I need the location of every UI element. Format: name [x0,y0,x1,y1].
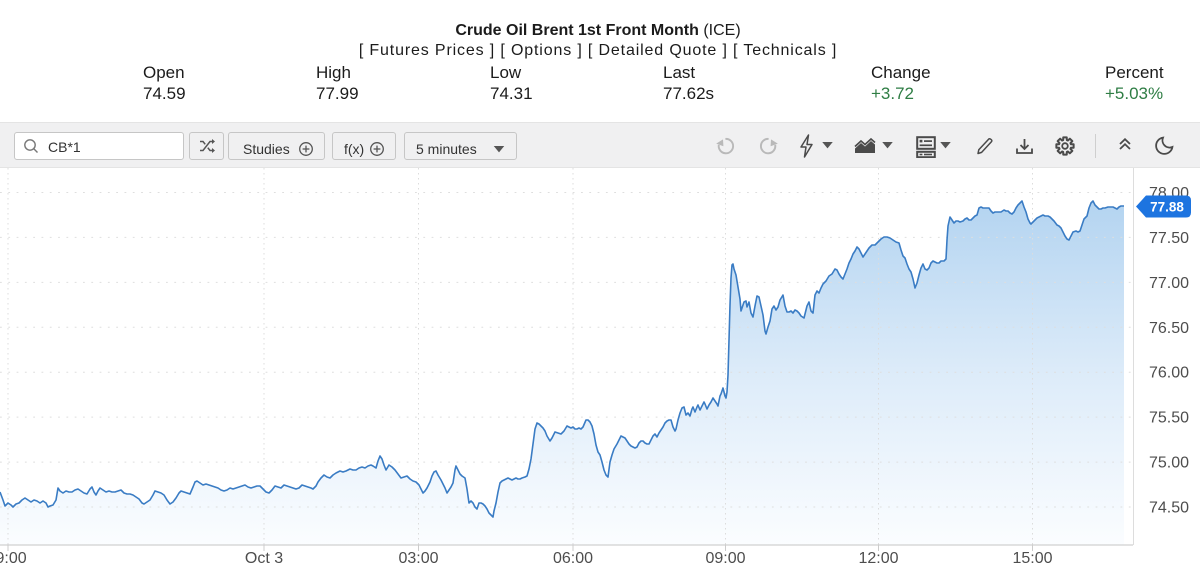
svg-text:Oct 3: Oct 3 [245,550,283,567]
svg-text:9:00: 9:00 [0,550,27,567]
svg-text:06:00: 06:00 [553,550,593,567]
svg-text:77.50: 77.50 [1149,230,1189,247]
svg-text:75.00: 75.00 [1149,455,1189,472]
svg-text:74.50: 74.50 [1149,500,1189,517]
svg-text:09:00: 09:00 [705,550,745,567]
svg-text:77.00: 77.00 [1149,275,1189,292]
svg-text:12:00: 12:00 [858,550,898,567]
svg-text:77.88: 77.88 [1150,200,1184,215]
svg-text:75.50: 75.50 [1149,410,1189,427]
svg-text:15:00: 15:00 [1012,550,1052,567]
svg-text:76.50: 76.50 [1149,320,1189,337]
svg-text:76.00: 76.00 [1149,365,1189,382]
svg-text:03:00: 03:00 [398,550,438,567]
